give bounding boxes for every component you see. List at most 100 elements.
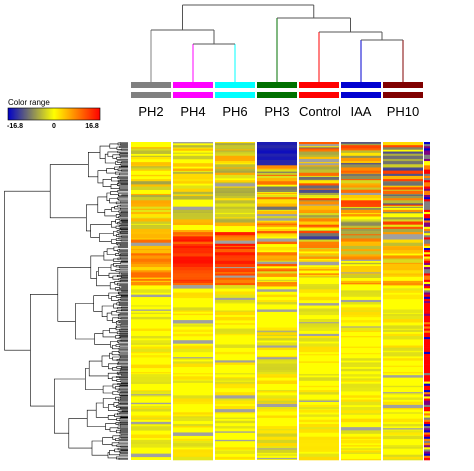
heatmap-cell xyxy=(257,163,297,166)
heatmap-cell xyxy=(257,234,297,237)
heatmap-cell xyxy=(383,262,423,265)
heatmap-cell xyxy=(299,443,339,447)
heatmap-cell xyxy=(173,242,213,245)
heatmap-cell xyxy=(383,290,423,293)
heatmap-cell xyxy=(257,391,297,393)
heatmap-cell xyxy=(215,251,255,253)
heatmap-cell xyxy=(131,253,171,256)
heatmap-cell xyxy=(383,347,423,351)
heatmap-cell xyxy=(341,269,381,273)
heatmap-cell xyxy=(299,169,339,174)
legend-color-bar xyxy=(7,107,101,121)
heatmap-cell xyxy=(215,142,255,144)
heatmap-cell xyxy=(173,358,213,360)
heatmap-cell xyxy=(173,348,213,353)
heatmap-cell xyxy=(173,250,213,254)
heatmap-cell xyxy=(341,290,381,293)
heatmap-cell xyxy=(173,238,213,240)
heatmap-cell xyxy=(257,263,297,267)
heatmap-cell xyxy=(215,373,255,375)
row-strip-cell xyxy=(424,218,430,221)
heatmap-cell xyxy=(131,200,171,204)
heatmap-cell xyxy=(257,395,297,398)
row-strip-cell xyxy=(424,356,430,359)
heatmap-cell xyxy=(215,149,255,151)
row-strip-cell xyxy=(424,364,430,368)
heatmap-cell xyxy=(173,446,213,448)
heatmap-cell xyxy=(131,427,171,431)
heatmap-cell xyxy=(215,161,255,164)
heatmap-cell xyxy=(215,168,255,171)
heatmap-cell xyxy=(383,352,423,357)
row-strip-cell xyxy=(424,307,430,310)
heatmap-cell xyxy=(257,403,297,408)
row-strip-cell xyxy=(424,337,430,340)
row-strip-cell xyxy=(424,381,430,384)
heatmap-cell xyxy=(173,398,213,402)
heatmap-cell xyxy=(383,250,423,254)
heatmap-cell xyxy=(131,444,171,448)
heatmap-cell xyxy=(383,365,423,368)
heatmap-cell xyxy=(131,391,171,393)
heatmap-cell xyxy=(215,143,255,146)
heatmap-cell xyxy=(215,243,255,247)
row-strip-cell xyxy=(424,309,430,312)
heatmap-cell xyxy=(131,395,171,397)
heatmap-cell xyxy=(257,273,297,277)
heatmap-cell xyxy=(215,252,255,255)
heatmap-cell xyxy=(257,261,297,265)
heatmap-cell xyxy=(131,211,171,215)
heatmap-cell xyxy=(383,198,423,201)
heatmap-cell xyxy=(173,380,213,383)
row-strip-cell xyxy=(424,248,430,251)
heatmap-cell xyxy=(131,328,171,331)
heatmap-cell xyxy=(131,218,171,222)
row-strip-cell xyxy=(424,411,430,414)
heatmap-cell xyxy=(383,255,423,259)
heatmap-cell xyxy=(383,315,423,320)
heatmap-cell xyxy=(341,231,381,235)
heatmap-cell xyxy=(131,167,171,170)
row-cluster-strip xyxy=(424,142,430,461)
heatmap-cell xyxy=(341,335,381,338)
heatmap-cell xyxy=(215,151,255,154)
heatmap-cell xyxy=(173,219,213,223)
heatmap-cell xyxy=(257,294,297,298)
row-strip-cell xyxy=(424,254,430,257)
row-strip-cell xyxy=(424,440,430,444)
group-bar-ph6 xyxy=(215,92,255,98)
heatmap-cell xyxy=(257,439,297,444)
heatmap-cell xyxy=(257,363,297,368)
row-strip-cell xyxy=(424,417,430,421)
heatmap-cell xyxy=(257,174,297,177)
heatmap-cell xyxy=(215,200,255,204)
heatmap-cell xyxy=(341,152,381,157)
heatmap-cell xyxy=(131,249,171,251)
heatmap-cell xyxy=(257,327,297,331)
row-strip-cell xyxy=(424,262,430,266)
heatmap-cell xyxy=(215,249,255,252)
column-label-ph3: PH3 xyxy=(264,104,290,119)
row-strip-cell xyxy=(424,392,430,395)
heatmap-cell xyxy=(341,173,381,177)
heatmap-cell xyxy=(131,415,171,418)
heatmap-cell xyxy=(341,262,381,265)
row-strip-cell xyxy=(424,233,430,236)
column-label-ph2: PH2 xyxy=(138,104,164,119)
heatmap-cell xyxy=(299,215,339,218)
heatmap-cell xyxy=(173,357,213,359)
heatmap-cell xyxy=(257,233,297,235)
heatmap-cell xyxy=(215,285,255,288)
heatmap-cell xyxy=(299,399,339,401)
heatmap-cell xyxy=(341,234,381,236)
heatmap-cell xyxy=(215,351,255,355)
row-strip-cell xyxy=(424,171,430,175)
heatmap-cell xyxy=(215,232,255,236)
heatmap-cell xyxy=(131,275,171,278)
row-strip-cell xyxy=(424,148,430,151)
heatmap-cell xyxy=(341,251,381,255)
heatmap-cell xyxy=(131,150,171,154)
row-strip-cell xyxy=(424,290,430,293)
heatmap-cell xyxy=(299,172,339,177)
row-strip-cell xyxy=(424,226,430,230)
